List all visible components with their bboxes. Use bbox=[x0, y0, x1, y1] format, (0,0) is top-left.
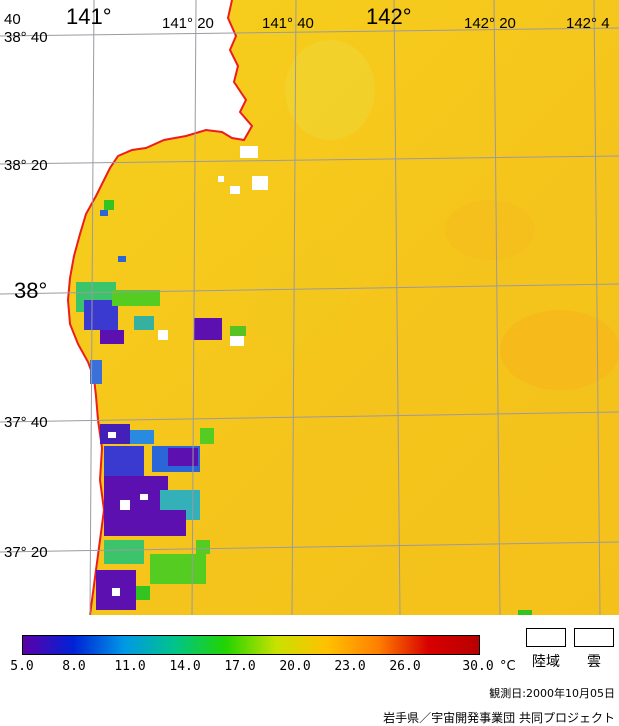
lat-label-38-40: 38° 40 bbox=[4, 29, 48, 46]
graticule bbox=[0, 0, 619, 615]
lat-label-38-20: 38° 20 bbox=[4, 157, 48, 174]
lon-label-142: 142° bbox=[366, 4, 412, 29]
lon-label-141-20: 141° 20 bbox=[162, 15, 214, 32]
scale-tick: 20.0 bbox=[279, 659, 311, 674]
land-label: 陸域 bbox=[532, 654, 560, 670]
cool-patch bbox=[285, 40, 375, 140]
lon-label-141-40: 141° 40 bbox=[262, 15, 314, 32]
lon-label-141: 141° bbox=[66, 4, 112, 29]
cloud-label: 雲 bbox=[587, 654, 601, 670]
cloud-swatch bbox=[574, 628, 614, 647]
land-swatch bbox=[526, 628, 566, 647]
legend-panel: 5.0 8.0 11.0 14.0 17.0 20.0 23.0 26.0 30… bbox=[0, 615, 619, 725]
scale-tick: 30.0 bbox=[462, 659, 494, 674]
sst-map: 141° 141° 20 141° 40 142° 142° 20 142° 4… bbox=[0, 0, 619, 615]
warm-patch bbox=[445, 200, 535, 260]
lat-label-37-20: 37° 20 bbox=[4, 544, 48, 561]
land-area bbox=[0, 0, 252, 615]
scale-tick: 26.0 bbox=[389, 659, 421, 674]
lon-label-142-40: 142° 4 bbox=[566, 15, 610, 32]
scale-tick: 5.0 bbox=[10, 659, 34, 674]
scale-tick: 8.0 bbox=[62, 659, 86, 674]
temperature-color-bar bbox=[22, 635, 480, 655]
cloud-spots-south bbox=[108, 432, 148, 596]
scale-tick: 14.0 bbox=[169, 659, 201, 674]
lat-label-38: 38° bbox=[14, 278, 47, 303]
temperature-unit: °C bbox=[500, 659, 516, 674]
warm-patch bbox=[250, 240, 350, 360]
scale-tick: 23.0 bbox=[334, 659, 366, 674]
scale-tick: 11.0 bbox=[114, 659, 146, 674]
corner-label: 40 bbox=[4, 11, 21, 28]
scale-tick: 17.0 bbox=[224, 659, 256, 674]
warm-patch bbox=[500, 310, 619, 390]
lon-label-142-20: 142° 20 bbox=[464, 15, 516, 32]
cloud-spots bbox=[158, 146, 268, 346]
observation-date: 観測日:2000年10月05日 bbox=[489, 687, 615, 700]
lat-label-37-40: 37° 40 bbox=[4, 414, 48, 431]
credit-line: 岩手県／宇宙開発事業団 共同プロジェクト bbox=[383, 711, 615, 725]
cold-water-patches bbox=[76, 200, 532, 615]
